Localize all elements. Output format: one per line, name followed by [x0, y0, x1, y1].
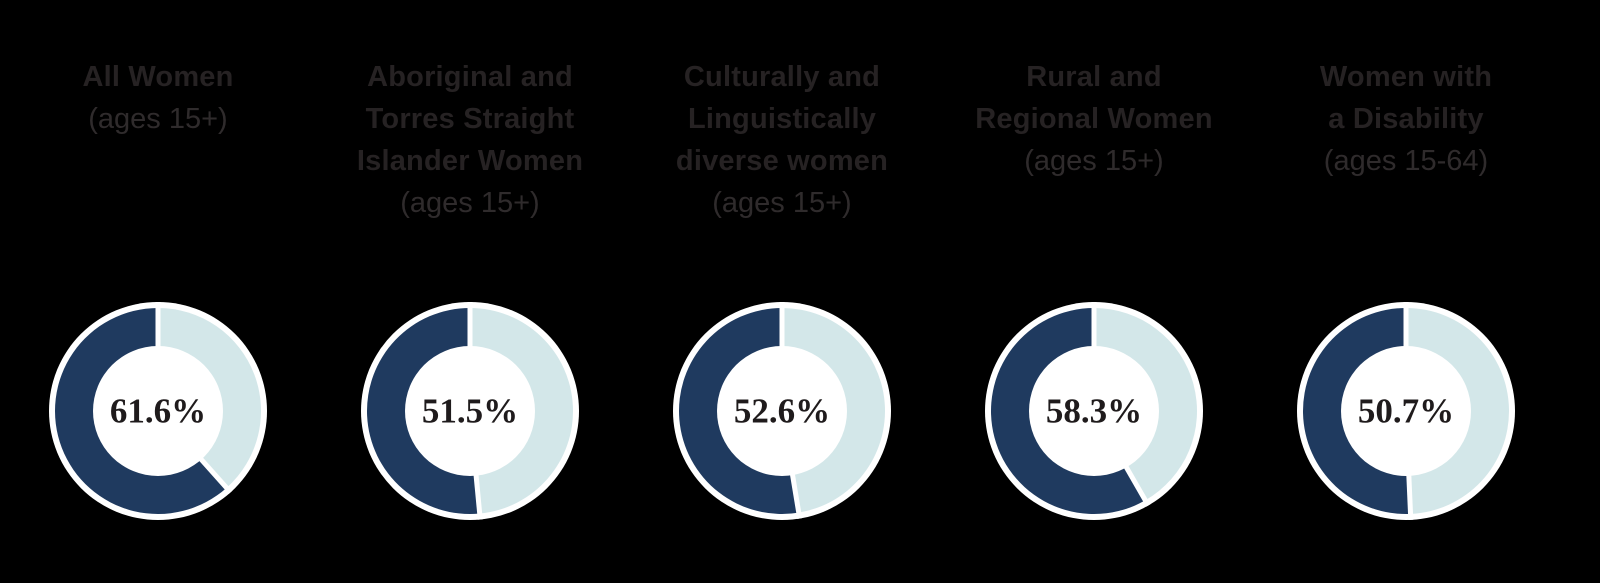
donut-chart: 51.5%	[361, 302, 579, 520]
stat-subtitle: (ages 15-64)	[1323, 145, 1489, 177]
stat-title-line: Culturally and	[683, 61, 881, 93]
donut-center	[405, 346, 535, 476]
donut-chart-container: 52.6%	[671, 300, 893, 522]
donut-value-label: 58.3%	[1046, 392, 1142, 431]
stat-subtitle: (ages 15+)	[400, 187, 540, 219]
donut-value-label: 50.7%	[1358, 392, 1454, 431]
donut-chart: 61.6%	[49, 302, 267, 520]
stat-column: All Women (ages 15+) 61.6%	[2, 56, 314, 583]
stat-title-line: Torres Straight	[365, 103, 575, 135]
donut-value-label: 51.5%	[422, 392, 518, 431]
donut-value-label: 61.6%	[110, 392, 206, 431]
donut-chart-container: 58.3%	[983, 300, 1205, 522]
stat-title-line: Aboriginal and	[367, 61, 573, 93]
stat-title-block: Rural and Regional Women (ages 15+)	[938, 56, 1250, 182]
donut-chart: 52.6%	[673, 302, 891, 520]
donut-value-label: 52.6%	[734, 392, 830, 431]
stat-title-block: All Women (ages 15+)	[2, 56, 314, 140]
stat-title-line: Women with	[1319, 61, 1493, 93]
stat-column: Women with a Disability (ages 15-64) 50.7%	[1250, 56, 1562, 583]
donut-center	[1029, 346, 1159, 476]
donut-center	[1341, 346, 1471, 476]
donut-chart: 50.7%	[1297, 302, 1515, 521]
stat-column: Culturally and Linguistically diverse wome…	[626, 56, 938, 583]
donut-chart-row: All Women (ages 15+) 61.6% Aboriginal and To…	[2, 56, 1562, 583]
stat-title-line: diverse women	[675, 145, 889, 177]
stat-title-line: Rural and	[1026, 61, 1162, 93]
stat-title-line: a Disability	[1328, 103, 1484, 135]
donut-chart: 58.3%	[985, 302, 1203, 520]
donut-center	[717, 346, 847, 476]
donut-chart-container: 51.5%	[359, 300, 581, 522]
stat-title-line: Regional Women	[975, 103, 1213, 135]
stat-title-line: Linguistically	[687, 103, 877, 135]
stat-title-line: All Women	[82, 61, 234, 93]
stat-title-line: Islander Women	[356, 145, 584, 177]
donut-center	[93, 346, 223, 476]
stat-column: Aboriginal and Torres Straight Islander Wo…	[314, 56, 626, 583]
stat-subtitle: (ages 15+)	[88, 103, 228, 135]
stat-subtitle: (ages 15+)	[712, 187, 852, 219]
stat-column: Rural and Regional Women (ages 15+) 58.3%	[938, 56, 1250, 583]
donut-chart-container: 61.6%	[47, 300, 269, 522]
stat-title-block: Culturally and Linguistically diverse wome…	[626, 56, 938, 224]
stat-subtitle: (ages 15+)	[1024, 145, 1164, 177]
donut-chart-container: 50.7%	[1295, 300, 1517, 522]
stat-title-block: Aboriginal and Torres Straight Islander Wo…	[314, 56, 626, 224]
stat-title-block: Women with a Disability (ages 15-64)	[1250, 56, 1562, 182]
